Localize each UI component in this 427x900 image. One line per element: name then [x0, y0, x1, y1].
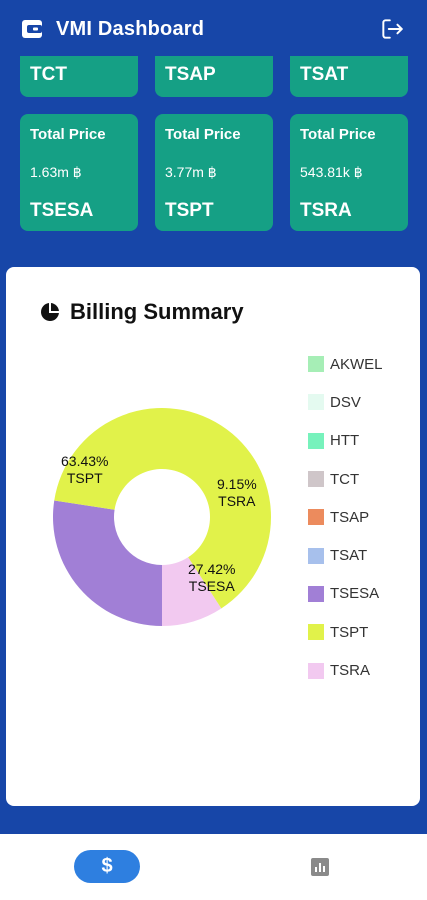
legend-item-tsat[interactable]: TSAT	[308, 536, 383, 574]
chart-legend: AKWEL DSV HTT TCT TSAP TSAT TSESA TSPT TSRA	[308, 345, 383, 690]
data-label-tspt: 63.43% TSPT	[61, 453, 108, 487]
legend-item-tsra[interactable]: TSRA	[308, 651, 383, 689]
tile-price: 3.77m ฿	[165, 164, 217, 180]
billing-summary-card: Billing Summary 63.43% TSPT 9.15% TSRA 27.42…	[6, 267, 420, 806]
price-tile-tsesa[interactable]: Total Price 1.63m ฿ TSESA	[20, 114, 138, 231]
legend-item-tct[interactable]: TCT	[308, 460, 383, 498]
legend-label: TSRA	[330, 662, 371, 680]
billing-summary-header: Billing Summary	[40, 299, 244, 325]
legend-item-dsv[interactable]: DSV	[308, 383, 383, 421]
tile-code: TCT	[30, 64, 67, 85]
data-label-name: TSRA	[218, 493, 256, 509]
price-tile-tspt[interactable]: Total Price 3.77m ฿ TSPT	[155, 114, 273, 231]
tile-price: 1.63m ฿	[30, 164, 82, 180]
tile-code: TSPT	[165, 200, 214, 221]
summary-tile-tsap[interactable]: TSAP	[155, 56, 273, 97]
data-label-percent: 9.15%	[217, 476, 257, 492]
data-label-percent: 27.42%	[188, 561, 236, 577]
bar-chart-icon[interactable]	[311, 858, 329, 876]
legend-swatch	[308, 356, 324, 373]
legend-item-tspt[interactable]: TSPT	[308, 613, 383, 651]
tile-label: Total Price	[165, 126, 241, 143]
legend-label: TSAT	[330, 547, 368, 565]
billing-donut-chart	[53, 407, 272, 626]
app-bar: VMI Dashboard	[0, 0, 427, 58]
tile-code: TSAT	[300, 64, 349, 85]
legend-swatch	[308, 547, 324, 564]
logout-icon[interactable]	[379, 16, 405, 42]
wallet-icon	[22, 20, 42, 38]
legend-label: DSV	[330, 393, 361, 411]
donut-slice-tspt[interactable]	[54, 407, 272, 609]
data-label-tsra: 9.15% TSRA	[217, 476, 257, 510]
price-tile-tsra[interactable]: Total Price 543.81k ฿ TSRA	[290, 114, 408, 231]
tile-code: TSAP	[165, 64, 216, 85]
donut-slice-tsra[interactable]	[162, 557, 222, 626]
tile-label: Total Price	[300, 126, 376, 143]
pie-chart-icon	[41, 303, 59, 321]
data-label-name: TSPT	[66, 470, 103, 486]
billing-summary-title: Billing Summary	[70, 299, 244, 324]
legend-label: TSESA	[330, 585, 380, 603]
data-label-name: TSESA	[188, 578, 235, 594]
tile-code: TSESA	[30, 200, 94, 221]
legend-swatch	[308, 662, 324, 679]
app-title: VMI Dashboard	[56, 17, 205, 40]
tile-code: TSRA	[300, 200, 352, 221]
bottom-nav: $	[0, 834, 427, 900]
nav-billing-tab[interactable]: $	[74, 850, 140, 883]
tile-price: 543.81k ฿	[300, 164, 363, 180]
dollar-icon: $	[101, 855, 113, 877]
legend-label: TCT	[330, 470, 360, 488]
summary-tile-tct[interactable]: TCT	[20, 56, 138, 97]
legend-label: HTT	[330, 432, 360, 450]
legend-swatch	[308, 624, 324, 641]
summary-tile-tsat[interactable]: TSAT	[290, 56, 408, 97]
legend-item-akwel[interactable]: AKWEL	[308, 345, 383, 383]
legend-item-tsesa[interactable]: TSESA	[308, 575, 383, 613]
legend-swatch	[308, 394, 324, 411]
legend-swatch	[308, 509, 324, 526]
tile-label: Total Price	[30, 126, 106, 143]
data-label-tsesa: 27.42% TSESA	[188, 561, 235, 595]
legend-label: TSPT	[330, 623, 369, 641]
legend-label: AKWEL	[330, 355, 383, 373]
data-label-percent: 63.43%	[61, 453, 109, 469]
donut-slice-tsesa[interactable]	[53, 500, 162, 626]
legend-swatch	[308, 432, 324, 449]
legend-item-tsap[interactable]: TSAP	[308, 498, 383, 536]
legend-item-htt[interactable]: HTT	[308, 422, 383, 460]
legend-swatch	[308, 471, 324, 488]
legend-swatch	[308, 585, 324, 602]
legend-label: TSAP	[330, 508, 370, 526]
